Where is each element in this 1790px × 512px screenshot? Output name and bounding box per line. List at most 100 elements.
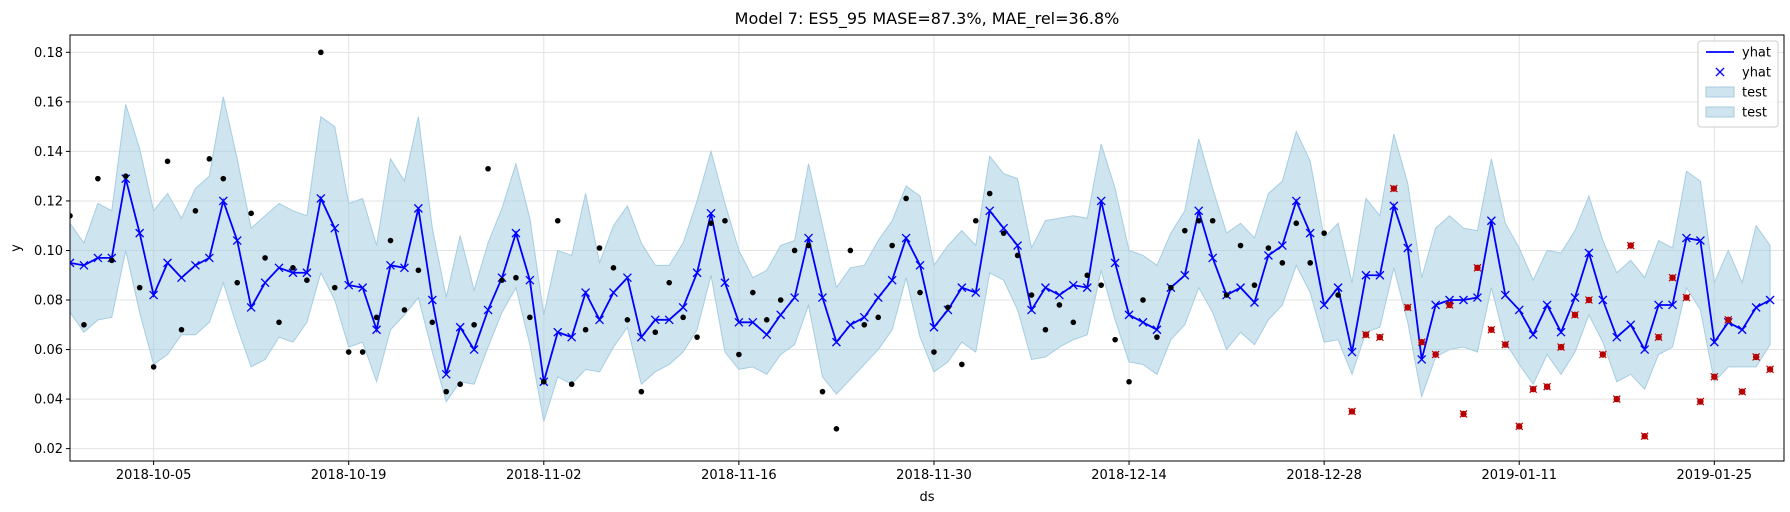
legend: yhat yhat test test <box>1697 40 1779 128</box>
train-point <box>527 314 533 321</box>
train-point <box>819 388 826 395</box>
y-tick-label: 0.10 <box>34 244 63 259</box>
forecast-marker <box>1626 320 1636 330</box>
train-point <box>1293 220 1300 227</box>
train-point <box>1321 230 1327 236</box>
forecast-marker <box>1068 280 1078 290</box>
train-point <box>331 284 338 291</box>
forecast-marker <box>636 332 646 342</box>
train-point <box>401 307 408 313</box>
train-point <box>359 349 366 355</box>
test-point-cross <box>1682 293 1691 302</box>
train-point <box>95 175 101 182</box>
train-point <box>1307 260 1314 266</box>
forecast-marker <box>288 268 298 278</box>
legend-label: test <box>1742 86 1767 101</box>
forecast-marker <box>818 293 827 302</box>
train-point <box>959 361 965 368</box>
forecast-marker <box>1640 345 1650 355</box>
train-point <box>554 217 561 224</box>
y-tick-label: 0.08 <box>34 294 63 309</box>
forecast-marker <box>1152 325 1162 335</box>
legend-band-swatch <box>1705 86 1735 98</box>
test-point-cross <box>1431 350 1440 359</box>
train-point <box>178 326 185 333</box>
train-point <box>722 217 728 224</box>
train-point <box>666 279 673 286</box>
train-point <box>345 349 352 355</box>
axes-frame <box>69 34 1785 462</box>
forecast-marker <box>1027 305 1036 315</box>
forecast-marker <box>1751 302 1761 312</box>
legend-label: yhat <box>1742 66 1771 81</box>
train-point <box>457 381 463 388</box>
train-point <box>582 326 589 333</box>
forecast-marker <box>1124 310 1134 320</box>
forecast-marker <box>1668 300 1677 310</box>
test-point-cross <box>1389 184 1398 193</box>
forecast-marker <box>413 203 423 213</box>
forecast-marker <box>706 208 716 218</box>
legend-label: test <box>1742 106 1767 121</box>
forecast-marker <box>274 263 284 273</box>
y-tick-label: 0.02 <box>34 442 63 457</box>
forecast-marker <box>1305 228 1315 238</box>
x-tick-label: 2018-10-05 <box>116 468 192 483</box>
train-point <box>972 217 979 224</box>
forecast-marker <box>1472 293 1482 302</box>
test-point-cross <box>1445 301 1454 309</box>
forecast-marker <box>218 196 228 206</box>
train-point <box>70 213 73 219</box>
forecast-marker <box>1765 295 1775 305</box>
forecast-marker <box>1486 216 1496 226</box>
forecast-marker <box>650 315 660 325</box>
test-point-cross <box>1696 397 1705 406</box>
forecast-marker <box>1542 300 1552 310</box>
forecast-marker <box>1291 196 1301 206</box>
y-tick-label: 0.14 <box>34 145 63 160</box>
test-point-cross <box>1473 263 1482 272</box>
x-tick-label: 2019-01-11 <box>1481 468 1557 483</box>
train-point <box>568 381 575 388</box>
train-point <box>680 314 686 321</box>
train-point <box>805 242 812 249</box>
train-point <box>164 158 171 165</box>
y-tick-label: 0.16 <box>34 95 63 110</box>
forecast-marker <box>1654 300 1664 310</box>
train-point <box>1112 336 1118 343</box>
test-point-cross <box>1640 432 1649 441</box>
train-point <box>889 242 895 249</box>
test-point-cross <box>1459 410 1468 418</box>
train-point <box>596 245 603 251</box>
forecast-marker <box>678 302 688 312</box>
forecast-marker <box>1138 317 1148 327</box>
test-point-cross <box>1724 315 1733 324</box>
forecast-marker <box>1403 243 1413 253</box>
forecast-marker <box>483 305 493 315</box>
train-point <box>694 334 700 340</box>
forecast-marker <box>204 253 214 263</box>
train-point <box>875 314 882 321</box>
train-point <box>109 257 115 264</box>
test-points <box>1348 184 1774 441</box>
train-point <box>1084 272 1091 279</box>
forecast-marker <box>929 322 939 332</box>
test-point-cross <box>1515 422 1524 431</box>
x-tick-label: 2018-12-14 <box>1091 468 1167 483</box>
forecast-marker <box>1347 347 1357 357</box>
forecast-marker <box>149 290 159 300</box>
train-point <box>610 265 617 271</box>
forecast-marker <box>734 317 744 327</box>
train-point <box>443 388 450 395</box>
forecast-marker <box>302 268 312 278</box>
train-point <box>262 255 268 261</box>
train-point <box>1223 292 1230 298</box>
train-point <box>485 165 491 172</box>
train-point <box>917 289 923 296</box>
forecast-marker <box>1277 241 1287 250</box>
test-point-cross <box>1668 273 1677 282</box>
train-point <box>290 265 296 271</box>
test-point-cross <box>1612 395 1621 404</box>
forecast-marker <box>1096 196 1106 206</box>
